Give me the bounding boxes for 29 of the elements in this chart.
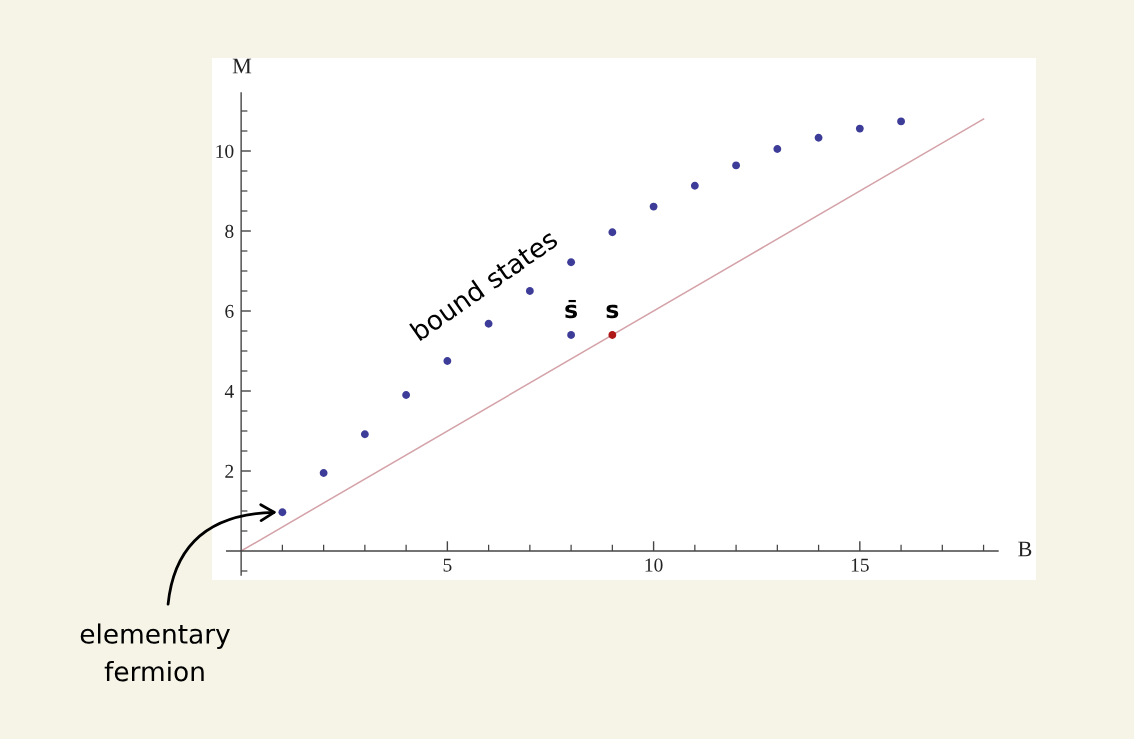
x-tick-label: 10: [645, 558, 663, 572]
y-tick-label: 4: [224, 384, 234, 398]
x-tick-label: 15: [851, 558, 869, 572]
x-axis-title: B: [1018, 541, 1032, 557]
point: [608, 331, 617, 339]
point: [567, 258, 576, 267]
point: [443, 357, 452, 365]
point: [608, 228, 617, 237]
point: [360, 430, 369, 439]
y-tick-label: 6: [225, 304, 234, 318]
annotation: s̄: [565, 299, 578, 319]
point: [690, 181, 699, 190]
point: [814, 133, 823, 142]
point: [402, 391, 411, 399]
point: [732, 161, 741, 170]
point: [649, 202, 658, 211]
point: [897, 117, 905, 126]
point: [319, 469, 328, 477]
y-tick-label: 10: [216, 144, 234, 158]
point: [855, 124, 864, 133]
x-tick-label: 5: [443, 558, 452, 572]
point: [773, 145, 782, 153]
point: [567, 331, 576, 339]
y-tick-label: 2: [225, 464, 234, 478]
y-axis-title: M: [232, 58, 252, 74]
y-tick-label: 8: [225, 224, 234, 238]
annotation: s: [606, 304, 619, 319]
point: [278, 508, 287, 517]
annotation: elementary fermion: [80, 623, 230, 682]
